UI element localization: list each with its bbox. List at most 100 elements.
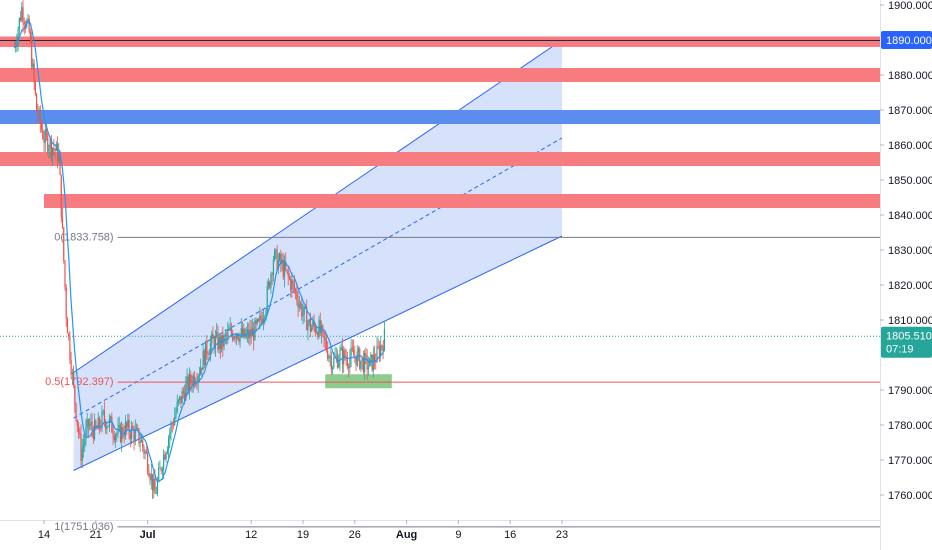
candle-134 [179, 395, 181, 404]
candle-162 [213, 335, 215, 355]
candle-283 [362, 350, 365, 375]
candle-209 [271, 271, 273, 285]
candle-body [98, 417, 101, 428]
candle-body [153, 478, 155, 491]
candle-126 [169, 427, 171, 448]
candle-59 [86, 412, 88, 438]
candle-body [38, 109, 40, 117]
candle-body [328, 356, 330, 359]
candle-182 [238, 332, 240, 345]
candle-body [206, 341, 208, 354]
candle-body [147, 453, 149, 471]
candle-body [249, 329, 251, 339]
candle-body [13, 47, 15, 48]
candle-239 [308, 318, 310, 327]
channel-mid-line [73, 137, 563, 419]
zone-red-3 [0, 152, 880, 166]
candle-112 [151, 473, 154, 500]
candle-90 [124, 414, 126, 440]
candle-178 [233, 335, 235, 342]
candle-body [31, 40, 33, 68]
candle-body [309, 319, 311, 332]
candle-253 [325, 335, 328, 353]
candle-285 [365, 347, 367, 365]
candle-body [281, 260, 283, 264]
candle-body [383, 328, 385, 351]
candle-body [233, 337, 235, 340]
candle-23 [42, 121, 44, 141]
candle-16 [33, 59, 35, 91]
candle-161 [212, 326, 214, 339]
candle-body [332, 367, 334, 370]
candle-132 [176, 394, 178, 414]
candle-body [60, 174, 62, 217]
candle-185 [241, 321, 244, 338]
candle-body [73, 372, 75, 386]
candle-body [221, 335, 223, 350]
candle-70 [100, 419, 102, 432]
candle-120 [161, 466, 163, 477]
candle-body [285, 261, 287, 270]
candle-93 [128, 414, 130, 440]
candle-body [175, 411, 177, 417]
candle-180 [235, 332, 237, 346]
candle-body [114, 435, 117, 441]
candle-body [260, 315, 262, 320]
candle-body [34, 82, 36, 94]
candle-body [360, 360, 362, 369]
candle-body [197, 376, 199, 383]
candle-body [32, 63, 34, 68]
candle-body [130, 426, 133, 439]
candle-body [172, 424, 175, 426]
price-axis[interactable]: 1900.000 1880.000 1870.000 1860.000 1850.000… [880, 0, 932, 502]
candle-13 [29, 28, 32, 44]
candle-230 [297, 291, 299, 318]
candle-74 [105, 419, 107, 435]
candle-body [261, 319, 263, 324]
candle-72 [102, 409, 104, 416]
candle-264 [339, 344, 341, 372]
candle-body [296, 290, 298, 300]
candle-48 [73, 365, 75, 389]
candle-body [359, 348, 361, 369]
candle-body [340, 347, 342, 351]
candle-body [201, 367, 203, 370]
candle-body [306, 307, 308, 331]
fib-label-0: 0(1833.758) [54, 231, 113, 243]
candle-body [244, 328, 246, 338]
candle-88 [122, 423, 124, 439]
candle-224 [290, 275, 292, 297]
candle-137 [182, 386, 184, 399]
candle-250 [322, 324, 324, 338]
time-axis[interactable]: 14 21 Jul 12 19 26 Aug 9 16 23 [38, 520, 568, 541]
candle-body [138, 428, 140, 444]
candle-body [350, 347, 352, 358]
candle-94 [129, 429, 131, 448]
candle-body [272, 260, 274, 276]
last-price-countdown: 07:19 [886, 344, 914, 356]
candle-body [132, 426, 134, 430]
candle-265 [340, 343, 342, 351]
candle-body [80, 433, 82, 461]
candle-84 [117, 417, 119, 438]
candle-58 [85, 418, 87, 447]
candle-69 [98, 415, 101, 435]
candle-body [378, 346, 381, 357]
candle-body [264, 317, 266, 319]
candle-210 [272, 255, 274, 282]
candle-body [256, 319, 258, 324]
last-price-tag-label: 1805.510 [886, 331, 932, 343]
candle-body [47, 135, 49, 152]
candle-38 [60, 174, 62, 223]
ma-line [14, 20, 385, 483]
candle-body [107, 426, 109, 428]
candle-body [137, 427, 139, 429]
candle-body [185, 384, 187, 401]
candle-268 [344, 347, 346, 361]
candle-body [313, 321, 315, 327]
candle-83 [116, 431, 118, 442]
x-tick-label-9: 23 [556, 529, 568, 541]
candle-body [278, 253, 281, 261]
candle-body [70, 359, 72, 375]
